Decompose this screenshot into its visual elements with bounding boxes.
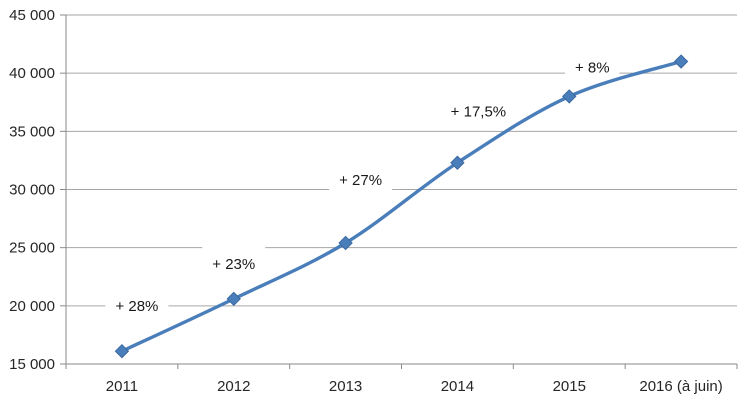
growth-annotation-label: + 8% xyxy=(575,59,610,76)
data-point-marker[interactable] xyxy=(562,89,577,104)
data-point-marker[interactable] xyxy=(450,155,465,170)
x-axis-category-label: 2011 xyxy=(106,378,138,395)
data-point-marker[interactable] xyxy=(226,291,241,307)
annotation-background xyxy=(564,50,620,85)
annotation-background xyxy=(440,94,517,129)
growth-annotation-label: + 23% xyxy=(212,256,255,273)
y-axis-tick-label: 25 000 xyxy=(9,240,55,257)
y-axis-tick-label: 45 000 xyxy=(9,7,55,24)
x-axis-category-label: 2016 (à juin) xyxy=(639,378,722,395)
growth-annotation-label: + 27% xyxy=(339,172,382,189)
x-axis-category-label: 2012 xyxy=(217,378,250,395)
y-axis-tick-label: 35 000 xyxy=(9,123,55,140)
y-axis-tick-label: 40 000 xyxy=(9,65,55,82)
growth-annotation-label: + 28% xyxy=(115,298,158,315)
x-axis-category-label: 2015 xyxy=(553,378,586,395)
x-axis-category-label: 2014 xyxy=(441,378,474,395)
y-axis-tick-label: 30 000 xyxy=(9,182,55,199)
data-point-marker[interactable] xyxy=(338,235,353,251)
data-line xyxy=(120,59,683,353)
growth-annotation-label: + 17,5% xyxy=(451,104,506,121)
data-point-marker[interactable] xyxy=(114,343,130,359)
y-axis-tick-label: 20 000 xyxy=(9,298,55,315)
annotation-background xyxy=(202,246,266,281)
x-axis-category-label: 2013 xyxy=(329,378,362,395)
annotation-background xyxy=(329,163,393,198)
annotation-background xyxy=(105,289,169,324)
data-point-marker[interactable] xyxy=(673,54,689,69)
y-axis-tick-label: 15 000 xyxy=(9,356,55,373)
